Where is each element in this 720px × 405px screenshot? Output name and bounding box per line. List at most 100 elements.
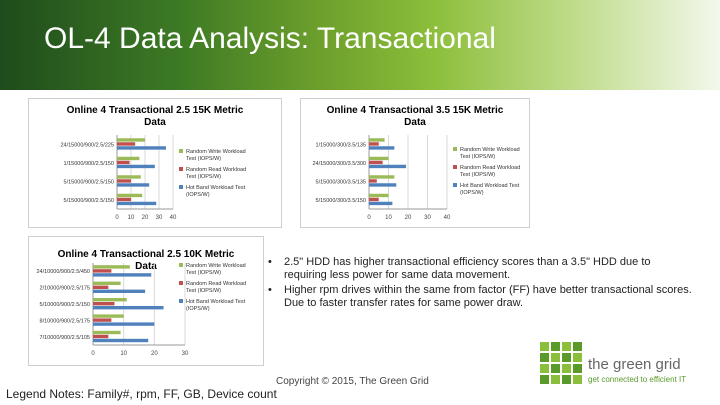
bar: [93, 330, 121, 335]
logo-tagline: get connected to efficient IT: [588, 375, 687, 384]
bullet-item: • Higher rpm drives within the same from…: [268, 284, 692, 310]
chart-title-line: Data: [135, 261, 157, 272]
x-tick-label: 20: [142, 215, 149, 221]
chart-25-15k: Online 4 Transactional 2.5 15K Metric Da…: [28, 98, 282, 228]
bar: [93, 269, 112, 273]
bar: [117, 183, 150, 187]
legend-label: Random Write Workload: [186, 149, 246, 155]
legend-label: Test (IOPS/W): [186, 156, 221, 162]
legend-swatch: [179, 281, 183, 285]
bar: [93, 318, 112, 322]
chart-svg: 0 10 20 30 40 1/15000/300/3.5/135 24/15000/300…: [312, 135, 520, 221]
bar: [369, 193, 389, 198]
chart-svg: 0 10 20 30 24/10000/900/2.5/450 2/10000/900/2…: [36, 263, 246, 357]
x-tick-label: 0: [367, 215, 371, 221]
legend-label: Test (IOPS/W): [460, 154, 495, 160]
category-label: 5/15000/900/2.5/150: [64, 179, 114, 185]
legend-label: Test (IOPS/W): [460, 172, 495, 178]
chart-title: Online 4 Transactional 2.5 15K Metric Da…: [29, 105, 281, 129]
legend-label: Random Write Workload: [460, 147, 520, 153]
bar: [93, 285, 109, 289]
category-label: 5/10000/900/2.5/150: [40, 302, 90, 308]
chart-title-line: Data: [404, 117, 426, 128]
bar: [93, 265, 130, 269]
category-label: 24/10000/900/2.5/450: [36, 269, 90, 275]
legend-label: (IOPS/W): [460, 190, 484, 196]
bar: [117, 175, 141, 179]
bar: [93, 302, 115, 306]
bar: [117, 156, 140, 161]
chart-title-line: Data: [144, 117, 166, 128]
bar: [369, 142, 379, 146]
x-tick-label: 10: [128, 215, 135, 221]
chart-title: Online 4 Transactional 2.5 10K Metric Da…: [29, 249, 263, 273]
legend-label: Random Read Workload: [186, 167, 246, 173]
x-tick-label: 20: [151, 351, 158, 357]
category-label: 24/15000/900/2.5/225: [60, 142, 114, 148]
category-label: 8/10000/900/2.5/175: [40, 318, 90, 324]
bullet-dot: •: [268, 284, 272, 296]
chart-title-line: Online 4 Transactional 2.5 15K Metric: [66, 105, 244, 116]
green-grid-logo: the green grid get connected to efficien…: [540, 342, 718, 392]
x-tick-label: 0: [115, 215, 119, 221]
copyright-text: Copyright © 2015, The Green Grid: [276, 376, 429, 387]
legend-label: Test (IOPS/W): [186, 270, 221, 276]
bullet-dot: •: [268, 256, 272, 268]
legend-label: Random Read Workload: [186, 281, 246, 287]
bar: [93, 273, 152, 277]
bar: [117, 179, 131, 183]
legend-swatch: [179, 167, 183, 171]
legend-label: (IOPS/W): [186, 192, 210, 198]
chart-35-15k: Online 4 Transactional 3.5 15K Metric Da…: [300, 98, 530, 228]
legend-label: Random Write Workload: [186, 263, 246, 269]
bar: [369, 183, 397, 187]
bar: [117, 146, 166, 150]
bar: [93, 314, 124, 318]
x-tick-label: 20: [405, 215, 412, 221]
chart-title-line: Online 4 Transactional 3.5 15K Metric: [326, 105, 504, 116]
bar: [369, 146, 395, 150]
legend-label: Hot Band Workload Test: [186, 185, 246, 191]
legend-swatch: [453, 147, 457, 151]
grid-logo-icon: [540, 342, 582, 384]
bar: [93, 338, 149, 343]
legend-notes: Legend Notes: Family#, rpm, FF, GB, Devi…: [6, 387, 277, 401]
x-tick-label: 10: [120, 351, 127, 357]
category-label: 24/15000/300/3.5/300: [312, 161, 366, 167]
category-label: 1/15000/900/2.5/150: [64, 161, 114, 167]
bar: [93, 281, 121, 285]
chart-25-10k: Online 4 Transactional 2.5 10K Metric Da…: [28, 236, 264, 366]
bullet-list: • 2.5" HDD has higher transactional effi…: [268, 256, 692, 312]
x-tick-label: 30: [424, 215, 431, 221]
category-label: 2/10000/900/2.5/175: [40, 286, 90, 292]
logo-name: the green grid: [588, 356, 681, 373]
bar: [93, 306, 164, 310]
legend-swatch: [179, 149, 183, 153]
legend-swatch: [179, 263, 183, 267]
bar: [369, 156, 389, 161]
bar: [117, 160, 130, 165]
legend-label: Random Read Workload: [460, 165, 520, 171]
x-tick-label: 30: [156, 215, 163, 221]
x-tick-label: 40: [170, 215, 177, 221]
legend-label: Hot Band Workload Test: [186, 299, 246, 305]
bar: [117, 201, 157, 206]
bar: [369, 160, 383, 165]
x-tick-label: 10: [385, 215, 392, 221]
bar: [117, 138, 145, 142]
bar: [93, 334, 109, 339]
bar: [117, 164, 155, 169]
slide-title: OL-4 Data Analysis: Transactional: [44, 22, 496, 55]
bar: [369, 201, 393, 206]
category-label: 5/15000/300/3.5/135: [316, 179, 366, 185]
bar: [93, 322, 155, 326]
bar: [93, 289, 146, 293]
bar: [369, 164, 407, 169]
legend-swatch: [453, 165, 457, 169]
bar: [369, 138, 385, 142]
bullet-text: 2.5" HDD has higher transactional effici…: [284, 256, 651, 281]
legend-label: Hot Band Workload Test: [460, 183, 520, 189]
category-label: 5/15000/900/2.5/150: [64, 198, 114, 204]
category-label: 1/15000/300/3.5/135: [316, 142, 366, 148]
x-tick-label: 0: [91, 351, 95, 357]
